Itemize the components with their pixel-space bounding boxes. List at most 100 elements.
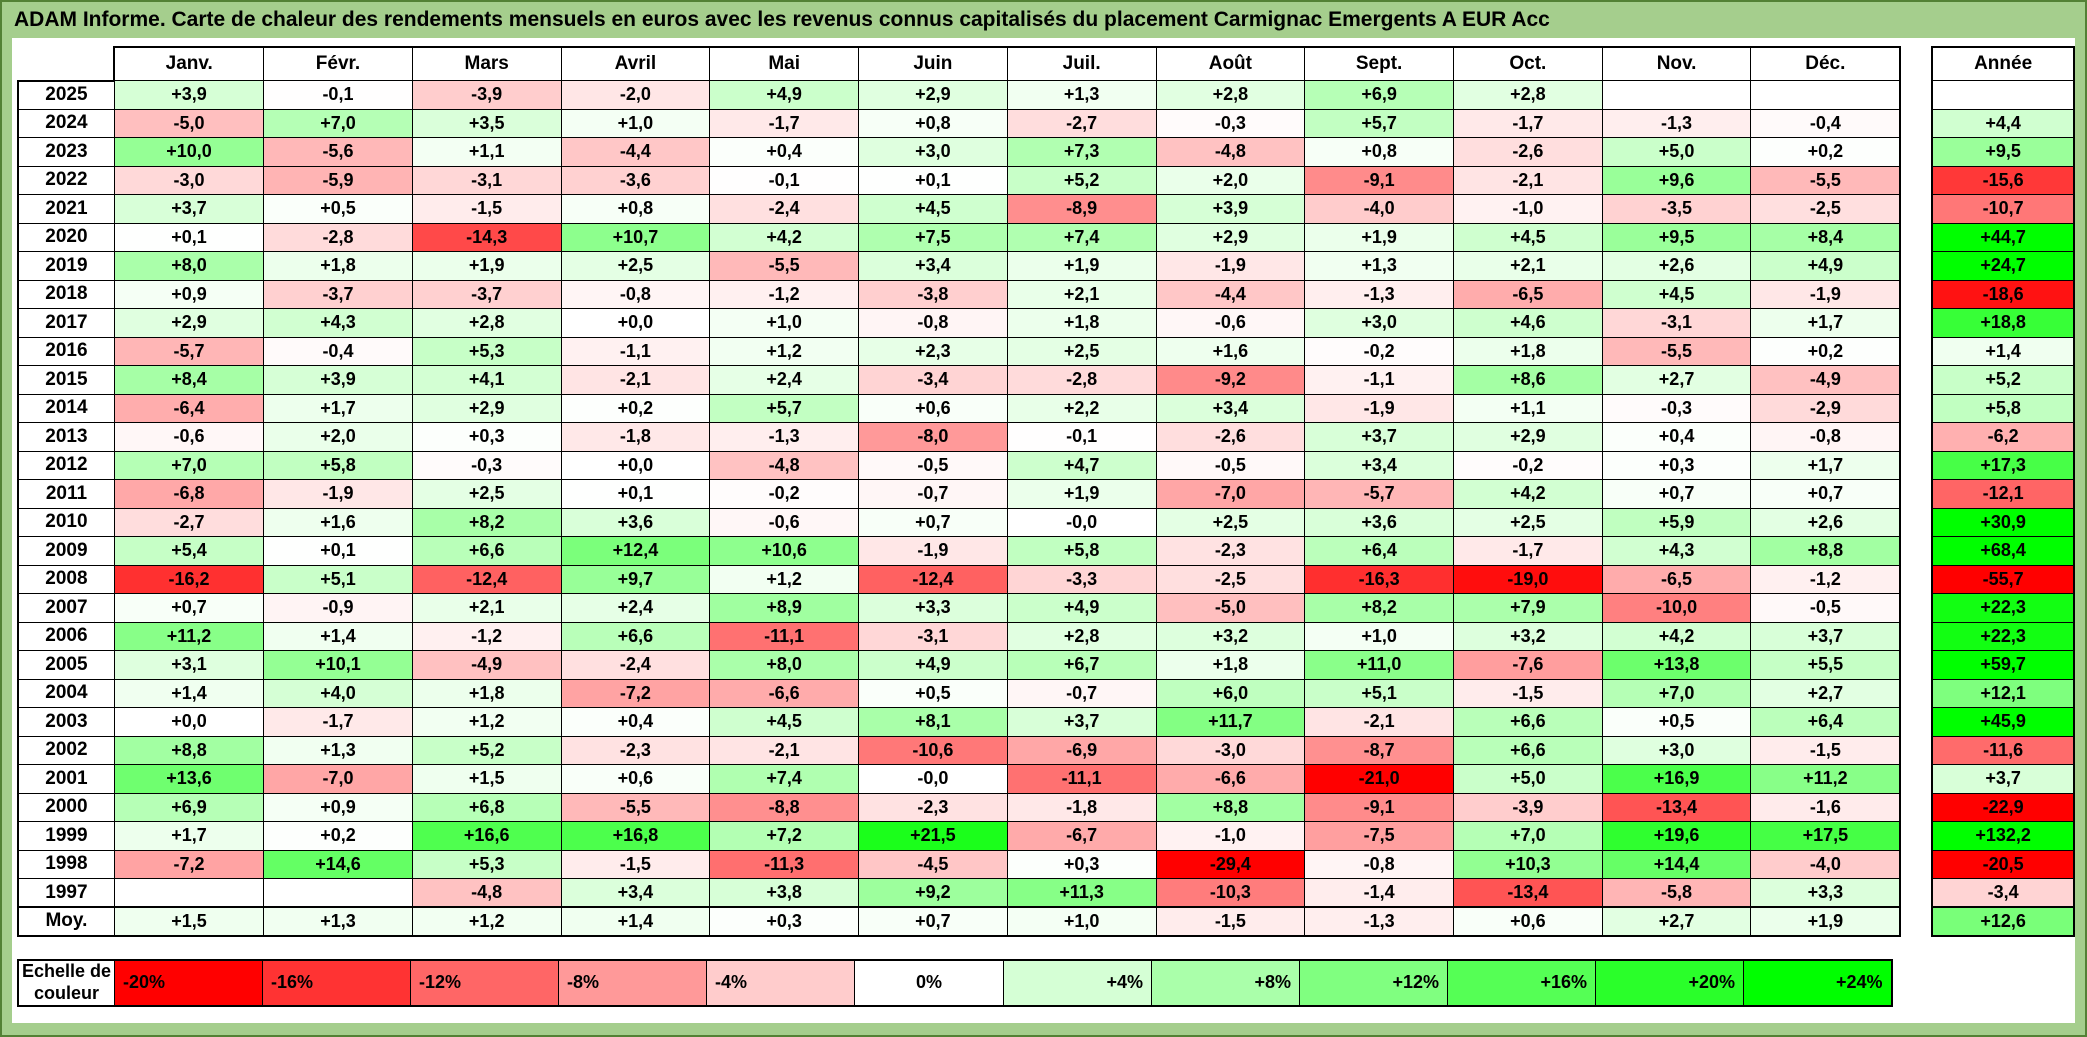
return-cell: -1,4 (1304, 878, 1454, 908)
return-cell: -2,4 (709, 194, 860, 224)
return-cell: -5,5 (709, 251, 860, 281)
return-cell: +1,2 (411, 707, 562, 737)
return-cell: -7,5 (1304, 821, 1454, 851)
annual-return-cell: +22,3 (1931, 621, 2075, 651)
annual-return-cell: +18,8 (1931, 308, 2075, 338)
return-cell: +0,1 (560, 479, 711, 509)
return-cell: -11,3 (709, 849, 860, 879)
return-cell: -0,8 (560, 279, 711, 309)
return-cell: +2,5 (411, 479, 562, 509)
year-label: 1999 (16, 821, 115, 851)
return-cell: +1,0 (709, 308, 860, 338)
return-cell: -8,0 (858, 422, 1008, 452)
return-cell: +11,3 (1006, 878, 1157, 908)
return-cell: +2,9 (858, 80, 1008, 110)
return-cell: -1,2 (709, 279, 860, 309)
annual-return-cell: -20,5 (1931, 849, 2075, 879)
return-cell: +0,5 (858, 678, 1008, 708)
return-cell: +0,2 (263, 821, 413, 851)
return-cell: +1,2 (709, 336, 860, 366)
return-cell: -0,6 (709, 507, 860, 537)
return-cell: -0,1 (263, 80, 413, 110)
return-cell: +19,6 (1601, 821, 1752, 851)
return-cell: -0,4 (1750, 108, 1902, 138)
return-cell: +1,1 (411, 137, 562, 167)
return-cell: -4,0 (1304, 194, 1454, 224)
return-cell: +6,6 (411, 536, 562, 566)
return-cell: -1,9 (858, 536, 1008, 566)
average-cell: +0,3 (709, 906, 860, 937)
return-cell: +8,2 (411, 507, 562, 537)
year-label: 2015 (16, 365, 115, 395)
average-cell: +0,6 (1452, 906, 1603, 937)
return-cell: +0,3 (411, 422, 562, 452)
return-cell: +3,7 (1304, 422, 1454, 452)
return-cell: +7,2 (709, 821, 860, 851)
scale-tick: -12% (410, 958, 559, 1007)
return-cell: +3,4 (1304, 450, 1454, 480)
month-header: Oct. (1452, 46, 1603, 81)
return-cell: +2,1 (411, 593, 562, 623)
return-cell: +5,3 (411, 336, 562, 366)
annual-column-header: Année (1931, 46, 2075, 81)
return-cell: +7,4 (1006, 222, 1157, 252)
return-cell: +3,5 (411, 108, 562, 138)
scale-tick: +4% (1003, 958, 1152, 1007)
return-cell: -2,6 (1155, 422, 1306, 452)
return-cell: +5,5 (1750, 650, 1902, 680)
month-header: Mai (709, 46, 860, 81)
year-label: 2023 (16, 137, 115, 167)
return-cell: -8,7 (1304, 735, 1454, 765)
return-cell: +6,0 (1155, 678, 1306, 708)
return-cell: -1,5 (411, 194, 562, 224)
return-cell: +0,6 (858, 393, 1008, 423)
return-cell: +2,1 (1452, 251, 1603, 281)
return-cell: +7,0 (113, 450, 265, 480)
annual-return-cell: +44,7 (1931, 222, 2075, 252)
return-cell: -1,1 (560, 336, 711, 366)
month-header: Août (1155, 46, 1306, 81)
return-cell: -7,6 (1452, 650, 1603, 680)
return-cell: -3,0 (1155, 735, 1306, 765)
average-cell: -1,5 (1155, 906, 1306, 937)
return-cell: +2,2 (1006, 393, 1157, 423)
return-cell: -5,0 (113, 108, 265, 138)
return-cell: +5,2 (411, 735, 562, 765)
return-cell: +1,3 (1304, 251, 1454, 281)
return-cell: -0,7 (858, 479, 1008, 509)
return-cell: -3,1 (411, 165, 562, 195)
year-label: 2009 (16, 536, 115, 566)
return-cell: +0,3 (1601, 450, 1752, 480)
return-cell: +0,6 (560, 764, 711, 794)
return-cell: +9,6 (1601, 165, 1752, 195)
return-cell: +0,7 (1750, 479, 1902, 509)
year-label: 2005 (16, 650, 115, 680)
return-cell: +0,0 (560, 450, 711, 480)
return-cell: +1,8 (263, 251, 413, 281)
return-cell: -4,4 (560, 137, 711, 167)
return-cell: -4,4 (1155, 279, 1306, 309)
year-label: 2010 (16, 507, 115, 537)
return-cell: -4,5 (858, 849, 1008, 879)
return-cell: -5,5 (560, 792, 711, 822)
return-cell: +7,4 (709, 764, 860, 794)
return-cell: -1,5 (1452, 678, 1603, 708)
heatmap-area: Janv. Févr. Mars Avril Mai Juin Juil. Août Sept.… (16, 46, 2075, 937)
return-cell: -0,2 (1452, 450, 1603, 480)
return-cell: +5,2 (1006, 165, 1157, 195)
scale-tick: -16% (262, 958, 411, 1007)
return-cell: +3,7 (113, 194, 265, 224)
return-cell: -6,5 (1601, 564, 1752, 594)
return-cell: +8,4 (1750, 222, 1902, 252)
return-cell: +5,1 (1304, 678, 1454, 708)
return-cell: +0,4 (709, 137, 860, 167)
return-cell: +3,4 (858, 251, 1008, 281)
annual-return-cell: +68,4 (1931, 536, 2075, 566)
title-bar: ADAM Informe. Carte de chaleur des rende… (2, 2, 2085, 38)
average-cell: +1,5 (113, 906, 265, 937)
return-cell: +8,6 (1452, 365, 1603, 395)
return-cell: -5,9 (263, 165, 413, 195)
return-cell: -9,1 (1304, 792, 1454, 822)
return-cell: +5,0 (1601, 137, 1752, 167)
return-cell: +4,2 (709, 222, 860, 252)
